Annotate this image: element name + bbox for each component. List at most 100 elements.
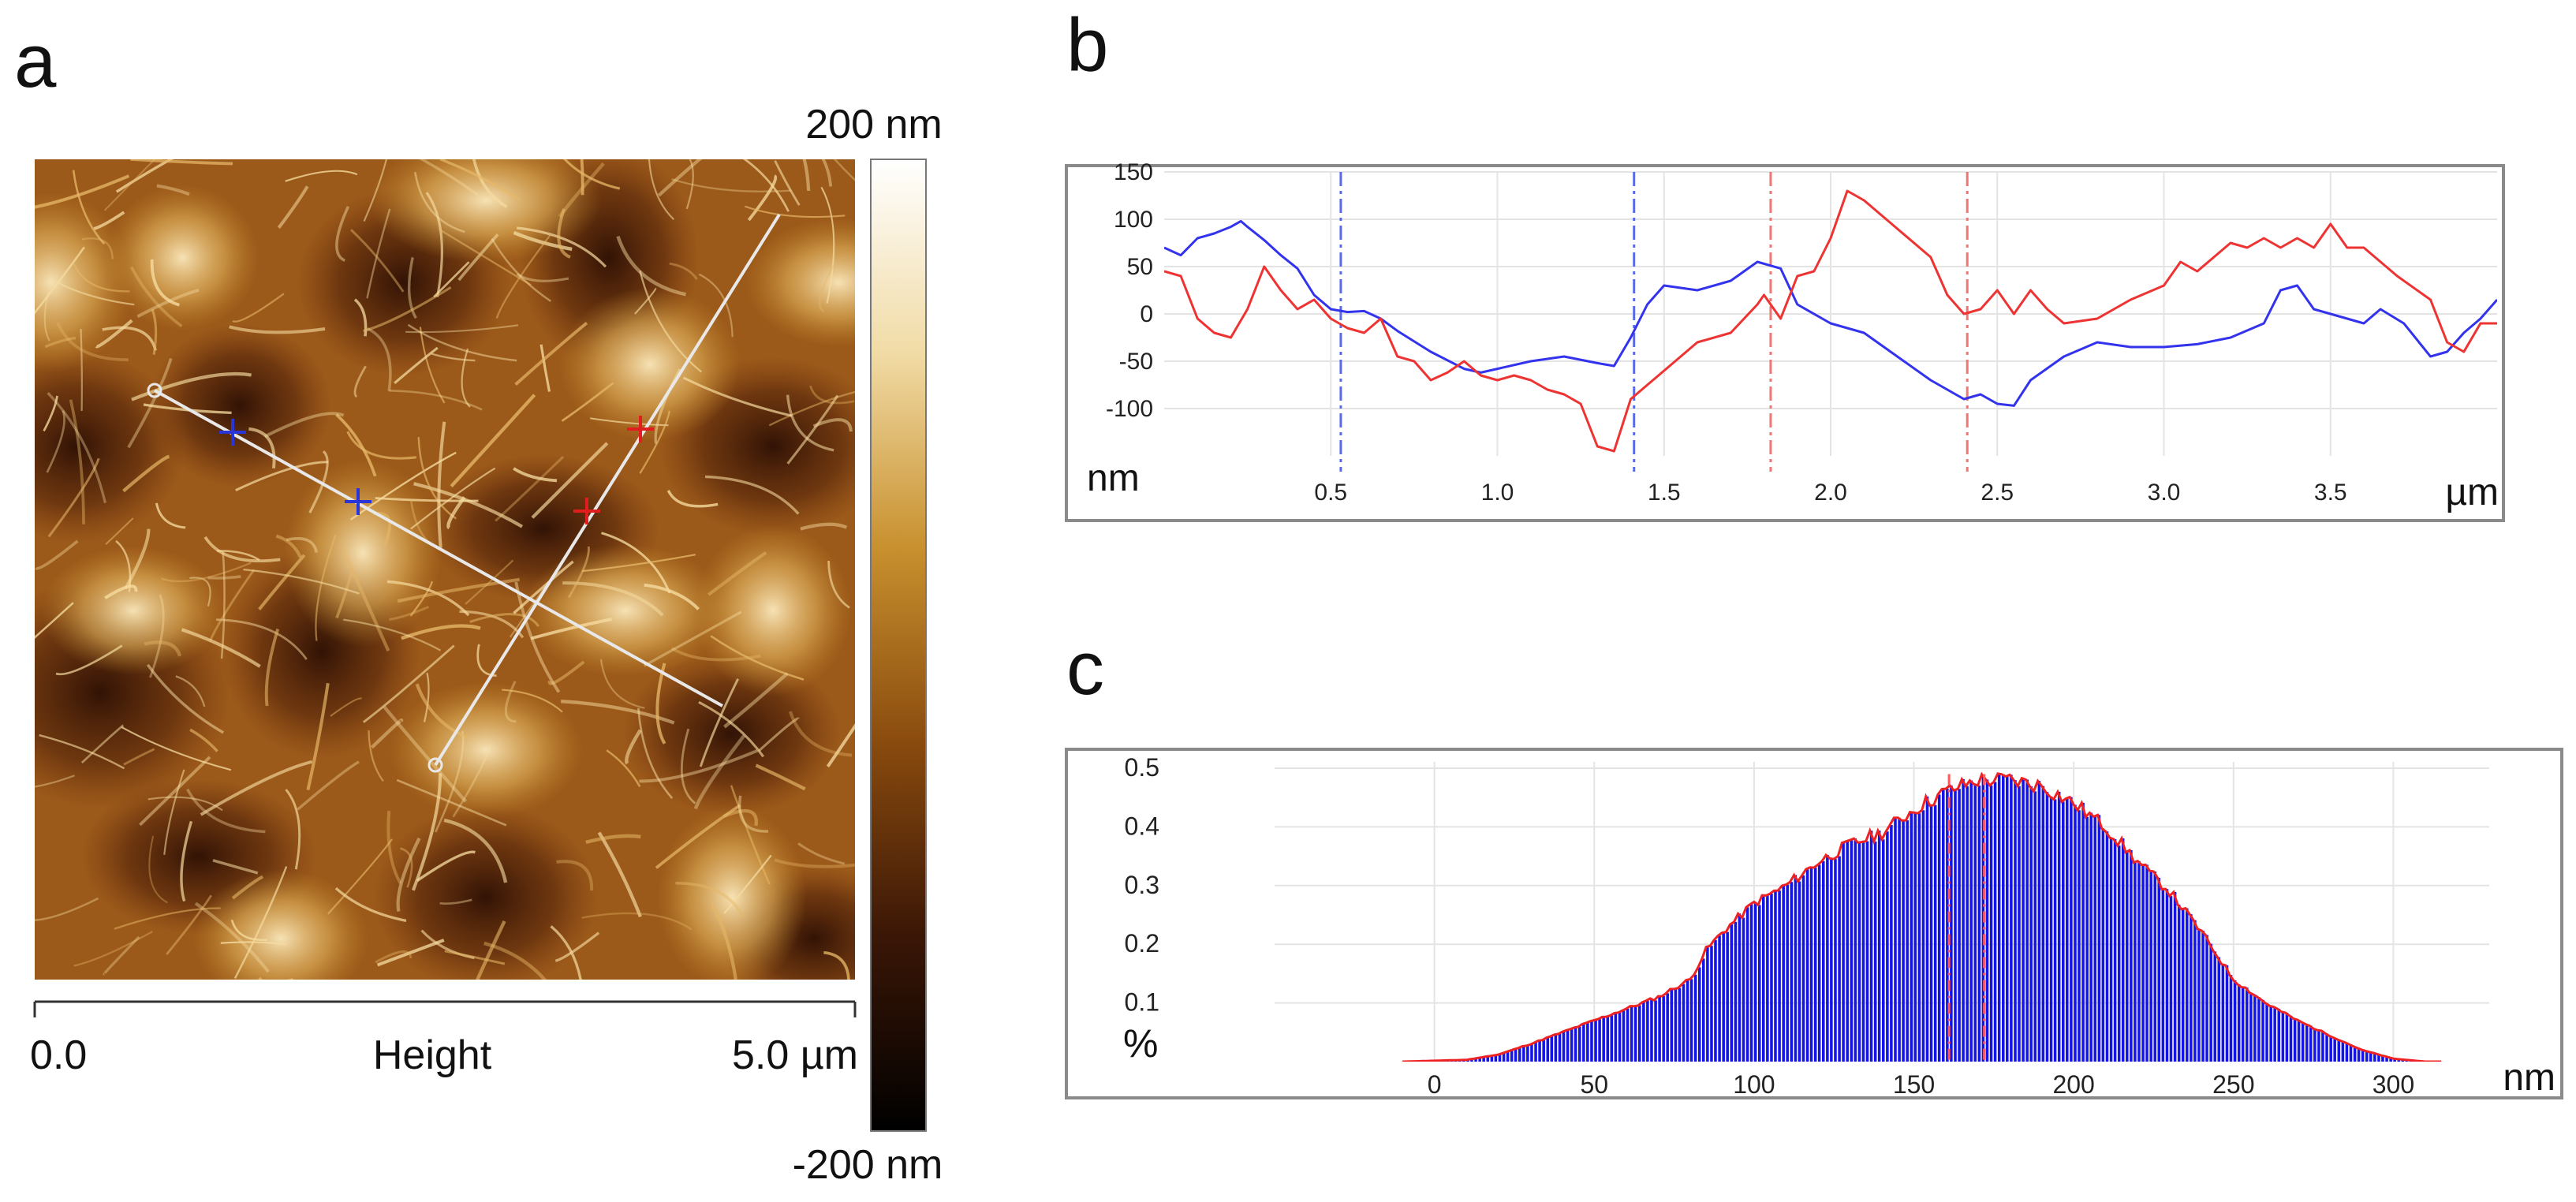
afm-fibril: [150, 259, 180, 307]
histogram-bar: [2022, 778, 2025, 1062]
histogram-bar: [2078, 810, 2081, 1062]
x-tick-label: 3.5: [2314, 480, 2347, 506]
histogram-bar: [1689, 979, 1693, 1062]
afm-fibril: [308, 450, 329, 513]
afm-fibril: [755, 763, 806, 791]
histogram-bar: [1977, 785, 1981, 1062]
afm-fibril: [644, 583, 700, 610]
histogram-bar: [1706, 946, 1709, 1062]
afm-fibril: [682, 376, 793, 417]
afm-ridge: [657, 805, 807, 980]
afm-fibril: [69, 399, 85, 524]
histogram-bar: [1614, 1013, 1618, 1062]
histogram-bar: [2074, 804, 2077, 1062]
afm-fibril: [35, 897, 99, 921]
afm-fibril: [802, 159, 811, 191]
afm-fibril: [47, 457, 100, 538]
afm-fibril: [461, 348, 471, 408]
section-endpoint[interactable]: [427, 757, 443, 773]
cursor-marker-red[interactable]: [627, 416, 654, 442]
afm-fibril: [396, 778, 507, 827]
histogram-bar: [1790, 882, 1794, 1062]
afm-fibril: [698, 700, 765, 758]
scale-end-label: 5.0 µm: [732, 1032, 858, 1078]
histogram-bar: [1622, 1010, 1626, 1062]
histogram-bar: [1910, 812, 1913, 1062]
afm-fibril: [80, 724, 125, 764]
histogram-bar: [2269, 1006, 2272, 1062]
afm-ridge: [558, 287, 741, 442]
afm-fibril: [439, 159, 521, 201]
histogram-bar: [2261, 999, 2264, 1062]
section-line-blue[interactable]: [154, 389, 723, 707]
afm-fibril: [216, 550, 260, 562]
afm-fibril: [800, 522, 848, 531]
histogram-bar: [2109, 838, 2113, 1062]
histogram-bar: [1726, 931, 1729, 1062]
histogram-bar: [1618, 1012, 1622, 1062]
afm-fibril: [233, 866, 288, 979]
histogram-bar: [1582, 1024, 1585, 1062]
afm-fibril: [93, 211, 125, 230]
afm-fibril: [229, 325, 326, 334]
histogram-bar: [1642, 1002, 1645, 1062]
histogram-bar: [2205, 935, 2208, 1062]
histogram-bar: [1902, 820, 1905, 1062]
cursor-marker-blue[interactable]: [345, 488, 371, 515]
histogram-bar: [2169, 896, 2173, 1062]
afm-fibril: [531, 442, 609, 519]
afm-fibril: [235, 461, 329, 491]
afm-valley: [35, 349, 186, 544]
afm-fibril: [129, 266, 183, 328]
afm-fibril: [561, 700, 675, 725]
y-tick-label: 0.3: [1125, 871, 1159, 899]
histogram-bar: [1502, 1053, 1506, 1062]
section-endpoint[interactable]: [147, 383, 162, 398]
afm-fibril: [43, 288, 50, 342]
histogram-bar: [2197, 928, 2201, 1062]
histogram-bar: [1698, 967, 1701, 1062]
histogram-bar: [2246, 987, 2249, 1062]
histogram-bar: [2329, 1036, 2332, 1062]
afm-fibril: [104, 584, 138, 599]
histogram-bar: [1650, 998, 1653, 1062]
afm-fibril: [774, 858, 855, 868]
histogram-bar: [2161, 889, 2165, 1062]
afm-fibril: [495, 234, 551, 319]
afm-fibril: [166, 894, 212, 955]
afm-fibril: [669, 262, 698, 280]
afm-fibril: [342, 549, 390, 652]
x-tick-label: 200: [2052, 1070, 2094, 1099]
histogram-bar: [2321, 1030, 2324, 1062]
afm-fibril: [547, 660, 585, 685]
histogram-bar: [2301, 1021, 2305, 1062]
histogram-bar: [2333, 1037, 2336, 1062]
afm-fibril: [416, 850, 476, 883]
afm-fibril: [730, 785, 771, 885]
afm-ridge: [283, 458, 442, 648]
afm-fibril: [513, 467, 558, 483]
afm-fibril: [744, 205, 846, 218]
afm-fibril: [39, 734, 125, 770]
afm-fibril: [396, 837, 421, 912]
histogram-bar: [1542, 1040, 1545, 1062]
histogram-bar: [2273, 1006, 2276, 1062]
histogram-bar: [2337, 1040, 2341, 1062]
afm-fibril: [115, 159, 174, 193]
profile-chart-frame: [1065, 164, 2505, 522]
afm-fibril: [504, 681, 517, 723]
afm-fibril: [161, 562, 252, 583]
afm-fibril: [335, 569, 354, 619]
cursor-marker-red[interactable]: [573, 498, 600, 524]
afm-fibril: [401, 624, 481, 640]
afm-fibril: [143, 403, 232, 415]
section-line-red[interactable]: [434, 213, 781, 767]
afm-fibril: [685, 159, 694, 210]
histogram-bar: [1997, 773, 2001, 1062]
histogram-bar: [2018, 786, 2021, 1062]
afm-fibril: [363, 286, 452, 333]
histogram-bar: [2297, 1020, 2301, 1062]
cursor-marker-blue[interactable]: [219, 419, 246, 446]
histogram-bar: [1514, 1049, 1518, 1062]
